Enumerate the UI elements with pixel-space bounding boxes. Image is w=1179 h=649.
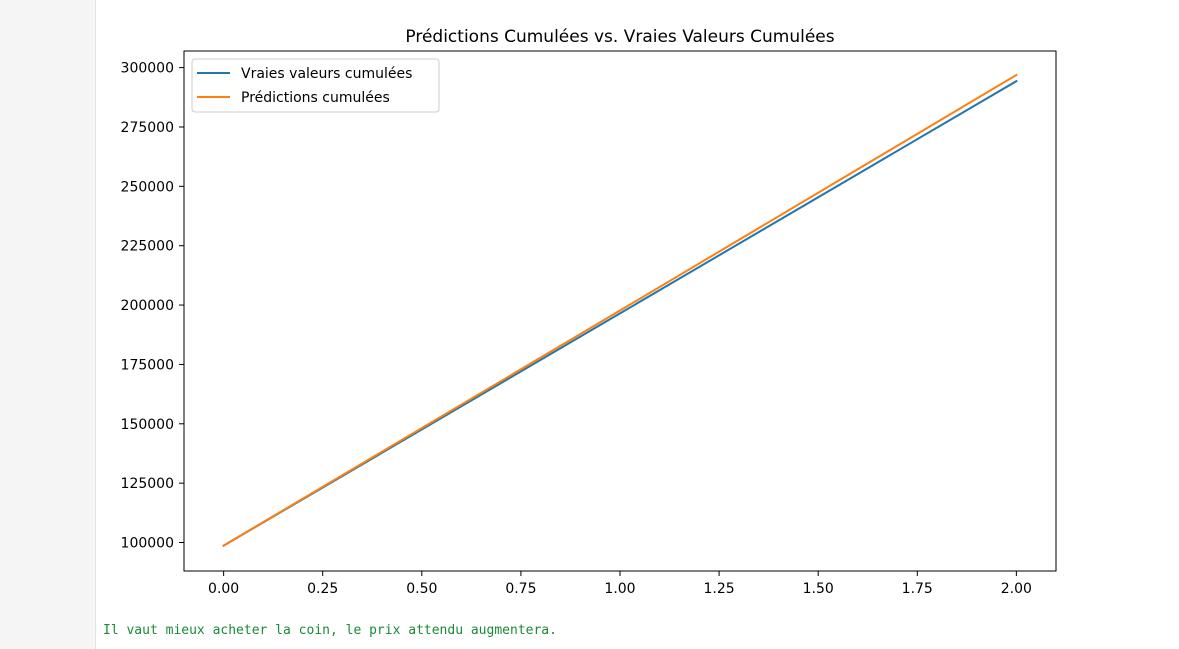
legend-box: [191, 58, 440, 113]
chart-title: Prédictions Cumulées vs. Vraies Valeurs …: [405, 27, 834, 47]
legend-label-2: Prédictions cumulées: [241, 90, 390, 106]
y-tick-label: 150000: [121, 417, 174, 433]
plot-frame: [183, 50, 1057, 572]
y-tick-label: 200000: [121, 298, 174, 314]
x-tick-label: 0.25: [307, 581, 338, 597]
y-tick-label: 225000: [121, 239, 174, 255]
x-tick-label: 1.25: [704, 581, 735, 597]
y-tick-label: 100000: [121, 536, 174, 552]
output-message: Il vaut mieux acheter la coin, le prix a…: [103, 623, 557, 638]
x-tick-label: 1.75: [902, 581, 933, 597]
y-tick-label: 125000: [121, 476, 174, 492]
y-tick-label: 250000: [121, 179, 174, 195]
cell-gutter: [0, 0, 96, 649]
x-tick-label: 0.00: [208, 581, 239, 597]
x-tick-label: 0.75: [505, 581, 536, 597]
y-tick-label: 275000: [121, 120, 174, 136]
line-chart: Prédictions Cumulées vs. Vraies Valeurs …: [121, 27, 1057, 597]
x-tick-label: 1.00: [604, 581, 635, 597]
series-line-2: [222, 73, 1018, 547]
legend: Vraies valeurs cumulées Prédictions cumul…: [191, 58, 440, 113]
y-tick-label: 300000: [121, 61, 174, 77]
x-tick-label: 0.50: [406, 581, 437, 597]
x-tick-label: 1.50: [803, 581, 834, 597]
legend-label-1: Vraies valeurs cumulées: [241, 66, 412, 82]
y-tick-label: 175000: [121, 357, 174, 373]
x-tick-label: 2.00: [1001, 581, 1032, 597]
